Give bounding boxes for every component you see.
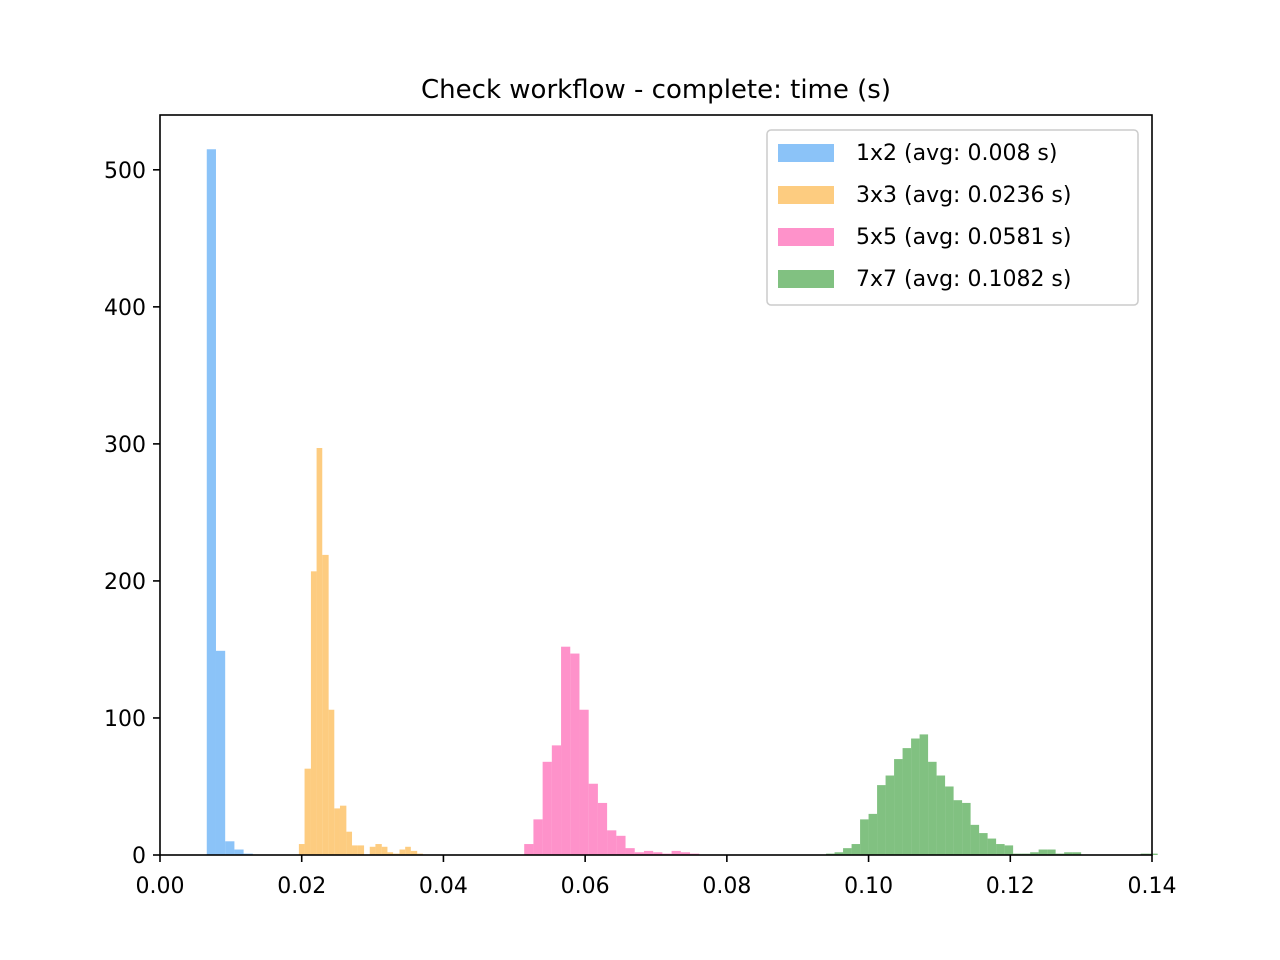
legend-swatch (778, 144, 834, 162)
histogram-bar (410, 850, 418, 855)
histogram-bar (987, 838, 997, 855)
histogram-bar (868, 813, 878, 855)
histogram-bar (225, 841, 235, 855)
histogram-bar (405, 846, 411, 855)
x-tick-label: 0.04 (419, 874, 468, 899)
histogram-bar (936, 775, 946, 855)
histogram-bar (533, 819, 543, 855)
histogram-bar (369, 846, 376, 855)
histogram-bar (328, 709, 335, 855)
legend-swatch (778, 186, 834, 204)
plot-frame (159, 114, 1153, 856)
legend-label: 1x2 (avg: 0.008 s) (856, 141, 1057, 166)
histogram-bar (322, 554, 329, 855)
histogram-bar (902, 748, 912, 855)
histogram-bar (928, 761, 937, 855)
histogram-bar (206, 149, 216, 855)
histogram-bar (561, 646, 571, 855)
y-tick-label: 0 (132, 844, 146, 869)
histogram-bar (381, 846, 388, 855)
histogram-bar (1030, 852, 1039, 855)
histogram-bar (339, 805, 347, 855)
y-tick-label: 500 (104, 159, 146, 184)
histogram-bar (1072, 852, 1082, 855)
histogram-bar (962, 802, 971, 855)
histogram-bar (851, 844, 861, 855)
histogram-bar (298, 844, 305, 855)
histogram-bar (215, 650, 226, 855)
histogram-bar (643, 850, 654, 855)
histogram-bar (234, 849, 244, 855)
histogram-bar (843, 848, 852, 855)
x-tick-label: 0.00 (136, 874, 185, 899)
y-tick-label: 100 (104, 707, 146, 732)
histogram-bar (542, 761, 552, 855)
histogram-bar (877, 785, 886, 855)
histogram-bar (1064, 852, 1073, 855)
histogram-bar (304, 768, 311, 855)
series-3-bars (524, 646, 700, 855)
histogram-bar (524, 844, 534, 855)
histogram-bar (671, 850, 681, 855)
x-tick-label: 0.02 (277, 874, 326, 899)
histogram-bar (399, 849, 406, 855)
chart-title: Check workflow - complete: time (s) (421, 75, 891, 105)
histogram-bar (911, 738, 920, 855)
histogram-bar (653, 852, 663, 855)
histogram-bar (616, 835, 626, 855)
histogram-bar (1047, 849, 1056, 855)
histogram-bar (570, 653, 580, 855)
histogram-bar (1038, 849, 1048, 855)
y-tick-label: 200 (104, 570, 146, 595)
histogram-bar (953, 800, 963, 855)
y-tick-label: 300 (104, 433, 146, 458)
histogram-bar (375, 844, 382, 855)
histogram-bar (352, 845, 358, 855)
histogram-bar (579, 709, 589, 855)
legend-swatch (778, 228, 834, 246)
histogram-bar (588, 783, 598, 855)
histogram-bar (970, 824, 980, 855)
histogram-bar (919, 734, 929, 855)
x-tick-label: 0.06 (561, 874, 610, 899)
axes-layer: 0.00 0.02 0.04 0.06 0.08 0.10 0.12 0.14 0 100 200 3… (104, 114, 1177, 899)
histogram-bar (885, 775, 895, 855)
histogram-bar (346, 831, 353, 855)
histogram-bar (680, 852, 691, 855)
histogram-bar (945, 786, 954, 855)
legend-label: 3x3 (avg: 0.0236 s) (856, 183, 1071, 208)
y-tick-label: 400 (104, 296, 146, 321)
bars-layer (206, 149, 1158, 855)
histogram-bar (625, 848, 635, 855)
histogram-bar (634, 852, 644, 855)
histogram-bar (607, 830, 617, 855)
series-4-bars (826, 734, 1158, 855)
histogram-bar (834, 852, 844, 855)
x-tick-label: 0.14 (1128, 874, 1177, 899)
legend-label: 7x7 (avg: 0.1082 s) (856, 267, 1071, 292)
legend-label: 5x5 (avg: 0.0581 s) (856, 225, 1071, 250)
histogram-bar (996, 844, 1005, 855)
histogram-bar (334, 808, 340, 855)
histogram-bar (979, 833, 988, 855)
histogram-bar (1149, 853, 1158, 855)
x-tick-label: 0.08 (702, 874, 751, 899)
legend-box (766, 129, 1139, 306)
histogram-bar (597, 802, 608, 855)
histogram-bar (357, 845, 365, 855)
histogram-bar (387, 852, 394, 855)
histogram-bar (316, 448, 323, 855)
histogram-bar (310, 571, 317, 855)
histogram-bar (860, 819, 869, 855)
histogram-bar (894, 759, 903, 855)
x-tick-label: 0.12 (986, 874, 1035, 899)
legend: 1x2 (avg: 0.008 s) 3x3 (avg: 0.0236 s) 5x5… (766, 129, 1139, 306)
legend-swatch (778, 270, 834, 288)
x-tick-label: 0.10 (844, 874, 893, 899)
histogram-bar (551, 745, 562, 855)
histogram-bar (1004, 845, 1014, 855)
